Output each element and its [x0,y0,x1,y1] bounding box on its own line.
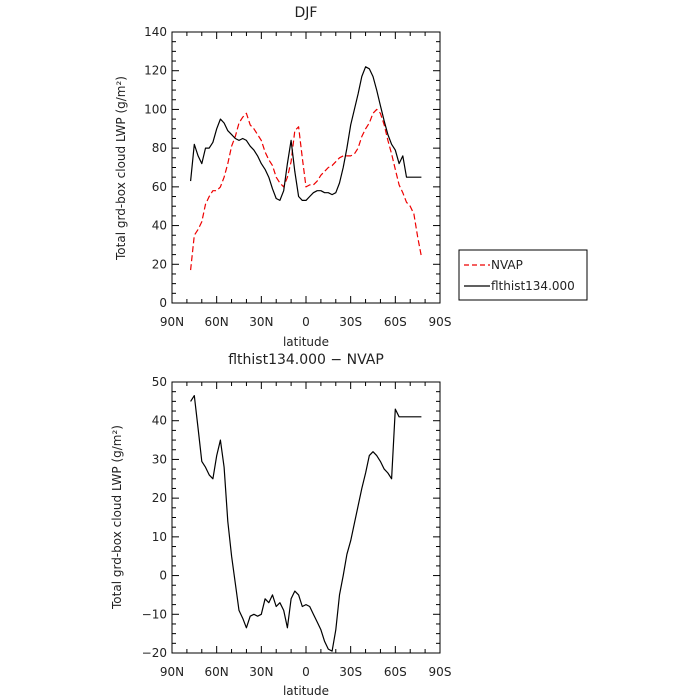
top-x-tick-label: 30N [249,315,273,329]
top-y-tick-label: 60 [152,180,167,194]
top-y-tick-label: 0 [159,296,167,310]
bottom-y-tick-label: 20 [152,491,167,505]
bottom-y-tick-label: 50 [152,375,167,389]
top-chart: DJF 90N 60N 30N 0 30S 60S 90S 0 20 40 60 80 100 120 14… [114,5,451,349]
bottom-x-tick-label: 60S [384,665,407,679]
top-y-tick-label: 100 [144,102,167,116]
bottom-chart-title: flthist134.000 − NVAP [228,352,384,368]
top-x-tick-label: 90N [160,315,184,329]
bottom-y-tick-label: 40 [152,414,167,428]
top-chart-title: DJF [295,5,318,21]
top-chart-ticks: 90N 60N 30N 0 30S 60S 90S 0 20 40 60 80 100 120 140 [144,25,451,329]
bottom-chart-series [190,395,422,652]
legend-label-model: flthist134.000 [491,279,575,293]
bottom-y-tick-label: 0 [159,569,167,583]
bottom-x-axis-label: latitude [283,684,329,698]
top-y-tick-label: 140 [144,25,167,39]
top-x-tick-label: 60S [384,315,407,329]
top-y-axis-label: Total grd-box cloud LWP (g/m²) [114,76,128,261]
top-plot-frame [171,31,441,304]
bottom-x-tick-label: 30S [339,665,362,679]
top-y-tick-label: 40 [152,219,167,233]
top-series-line-flthist134-000 [190,66,422,201]
top-x-tick-label: 30S [339,315,362,329]
bottom-y-axis-label: Total grd-box cloud LWP (g/m²) [110,425,124,610]
top-x-tick-label: 0 [302,315,310,329]
bottom-x-tick-label: 0 [302,665,310,679]
top-y-tick-label: 120 [144,64,167,78]
bottom-x-tick-label: 30N [249,665,273,679]
legend-box [458,249,588,301]
bottom-y-tick-label: 30 [152,452,167,466]
top-series-line-nvap [190,108,422,271]
bottom-chart-ticks: 90N 60N 30N 0 30S 60S 90S −20 −10 0 10 20 30 40 50 [142,375,452,679]
top-y-tick-label: 80 [152,141,167,155]
top-x-tick-label: 90S [429,315,452,329]
top-y-tick-label: 20 [152,257,167,271]
bottom-x-tick-label: 90S [429,665,452,679]
bottom-y-tick-label: −10 [142,607,167,621]
bottom-plot-frame [171,381,441,654]
top-x-tick-label: 60N [205,315,229,329]
bottom-y-tick-label: 10 [152,530,167,544]
bottom-series-line-0 [190,395,422,652]
legend: NVAP flthist134.000 [458,249,588,301]
bottom-chart: flthist134.000 − NVAP 90N 60N 30N 0 30S 60S 90… [110,352,451,698]
top-chart-series [190,66,422,271]
bottom-x-tick-label: 60N [205,665,229,679]
bottom-x-tick-label: 90N [160,665,184,679]
legend-label-nvap: NVAP [491,258,523,272]
top-x-axis-label: latitude [283,335,329,349]
bottom-y-tick-label: −20 [142,646,167,660]
